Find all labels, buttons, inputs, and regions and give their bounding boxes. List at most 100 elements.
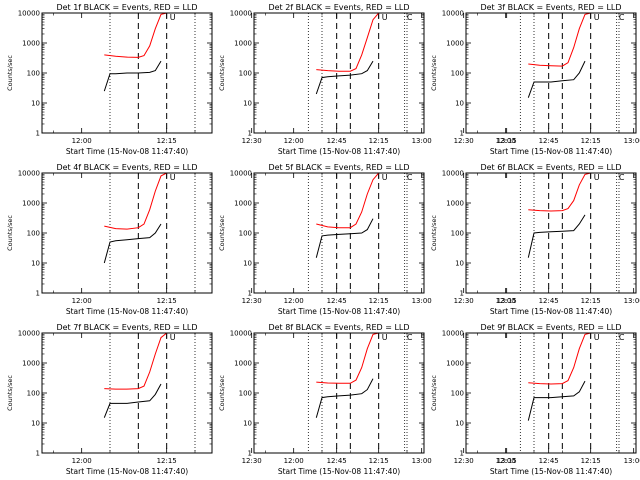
y-tick-label: 10: [243, 420, 252, 428]
y-tick-label: 1: [36, 290, 40, 298]
plot-frame: [253, 332, 425, 454]
panel-title: Det 1f BLACK = Events, RED = LLD: [56, 3, 197, 12]
y-tick-label: 1: [248, 450, 252, 458]
y-tick-label: 100: [27, 70, 40, 78]
marker-u: U: [594, 13, 600, 22]
series-events: [103, 383, 162, 418]
y-tick-label: 1000: [234, 360, 252, 368]
y-tick-label: 1000: [234, 40, 252, 48]
x-tick-label: 12:30: [454, 457, 474, 465]
y-tick-label: 10: [243, 100, 252, 108]
y-tick-label: 10000: [18, 170, 40, 178]
x-tick-label: 12:00: [72, 137, 92, 145]
y-tick-label: 100: [239, 230, 252, 238]
x-axis-label: Start Time (15-Nov-08 11:47:40): [278, 307, 400, 316]
panel-title: Det 5f BLACK = Events, RED = LLD: [268, 163, 409, 172]
detector-panel-1: Det 1f BLACK = Events, RED = LLD Counts/s…: [6, 3, 517, 156]
y-tick-label: 10: [455, 100, 464, 108]
x-axis-label: Start Time (15-Nov-08 11:47:40): [490, 147, 612, 156]
y-tick-label: 1: [248, 130, 252, 138]
marker-u: U: [594, 173, 600, 182]
x-tick-label: 12:00: [284, 457, 304, 465]
x-tick-label: 12:15: [581, 137, 601, 145]
y-tick-label: 100: [27, 390, 40, 398]
marker-c: C: [619, 173, 625, 182]
x-tick-label: 12:30: [242, 137, 262, 145]
series-events: [527, 380, 586, 421]
x-tick-label: 13:00: [624, 297, 640, 305]
y-axis-label: Counts/sec: [6, 375, 14, 411]
plot-frame: [253, 172, 425, 294]
x-axis-label: Start Time (15-Nov-08 11:47:40): [66, 307, 188, 316]
y-tick-label: 10000: [230, 170, 252, 178]
marker-u: U: [170, 173, 176, 182]
panel-title: Det 7f BLACK = Events, RED = LLD: [56, 323, 197, 332]
y-axis-label: Counts/sec: [430, 55, 438, 91]
panel-title: Det 2f BLACK = Events, RED = LLD: [268, 3, 409, 12]
series-events: [315, 218, 374, 258]
plot-frame: [41, 12, 213, 134]
y-tick-label: 10: [31, 100, 40, 108]
x-tick-label: 12:15: [157, 457, 177, 465]
series-events: [315, 378, 374, 418]
series-events: [315, 60, 374, 95]
x-tick-label: 13:00: [412, 457, 432, 465]
marker-u: U: [170, 13, 176, 22]
y-tick-label: 10000: [442, 170, 464, 178]
detector-panel-9: Det 9f BLACK = Events, RED = LLD Counts/s…: [430, 323, 637, 476]
x-tick-label: 12:00: [284, 297, 304, 305]
x-tick-label: 12:15: [369, 297, 389, 305]
y-tick-label: 100: [451, 390, 464, 398]
plot-frame: [465, 332, 637, 454]
x-tick-label: 12:15: [369, 137, 389, 145]
y-tick-label: 100: [27, 230, 40, 238]
detector-panel-4: Det 4f BLACK = Events, RED = LLD Counts/s…: [6, 163, 517, 316]
x-tick-label: 13:00: [412, 297, 432, 305]
x-tick-label: 12:00: [496, 457, 516, 465]
x-tick-label: 12:45: [539, 457, 559, 465]
panel-title: Det 9f BLACK = Events, RED = LLD: [480, 323, 621, 332]
y-axis-label: Counts/sec: [430, 215, 438, 251]
panel-title: Det 4f BLACK = Events, RED = LLD: [56, 163, 197, 172]
series-lld: [528, 13, 636, 67]
y-tick-label: 10: [31, 420, 40, 428]
detector-panel-3: Det 3f BLACK = Events, RED = LLD Counts/s…: [430, 3, 637, 156]
y-tick-label: 10: [455, 260, 464, 268]
y-tick-label: 10000: [442, 330, 464, 338]
y-tick-label: 1: [36, 130, 40, 138]
series-lld: [104, 333, 212, 390]
x-axis-label: Start Time (15-Nov-08 11:47:40): [490, 307, 612, 316]
x-tick-label: 12:15: [581, 457, 601, 465]
x-tick-label: 12:00: [284, 137, 304, 145]
y-tick-label: 100: [239, 390, 252, 398]
marker-u: U: [382, 333, 388, 342]
y-tick-label: 1000: [234, 200, 252, 208]
x-tick-label: 12:30: [454, 137, 474, 145]
marker-u: U: [594, 333, 600, 342]
marker-c: C: [407, 13, 413, 22]
x-axis-label: Start Time (15-Nov-08 11:47:40): [66, 147, 188, 156]
plot-frame: [465, 12, 637, 134]
y-tick-label: 1000: [446, 360, 464, 368]
series-lld: [316, 333, 424, 384]
y-tick-label: 1: [460, 130, 464, 138]
x-tick-label: 12:45: [539, 297, 559, 305]
series-lld: [104, 173, 212, 230]
x-tick-label: 12:00: [496, 137, 516, 145]
y-tick-label: 10: [243, 260, 252, 268]
y-tick-label: 10000: [230, 10, 252, 18]
y-tick-label: 10000: [230, 330, 252, 338]
series-lld: [316, 173, 424, 229]
x-tick-label: 12:15: [157, 297, 177, 305]
series-lld: [316, 13, 424, 72]
y-axis-label: Counts/sec: [6, 215, 14, 251]
detector-panel-8: Det 8f BLACK = Events, RED = LLD Counts/s…: [218, 323, 640, 476]
y-tick-label: 1: [460, 290, 464, 298]
x-tick-label: 12:45: [539, 137, 559, 145]
x-tick-label: 13:15: [497, 137, 517, 145]
panel-title: Det 8f BLACK = Events, RED = LLD: [268, 323, 409, 332]
x-tick-label: 12:30: [242, 297, 262, 305]
y-axis-label: Counts/sec: [430, 375, 438, 411]
marker-u: U: [170, 333, 176, 342]
